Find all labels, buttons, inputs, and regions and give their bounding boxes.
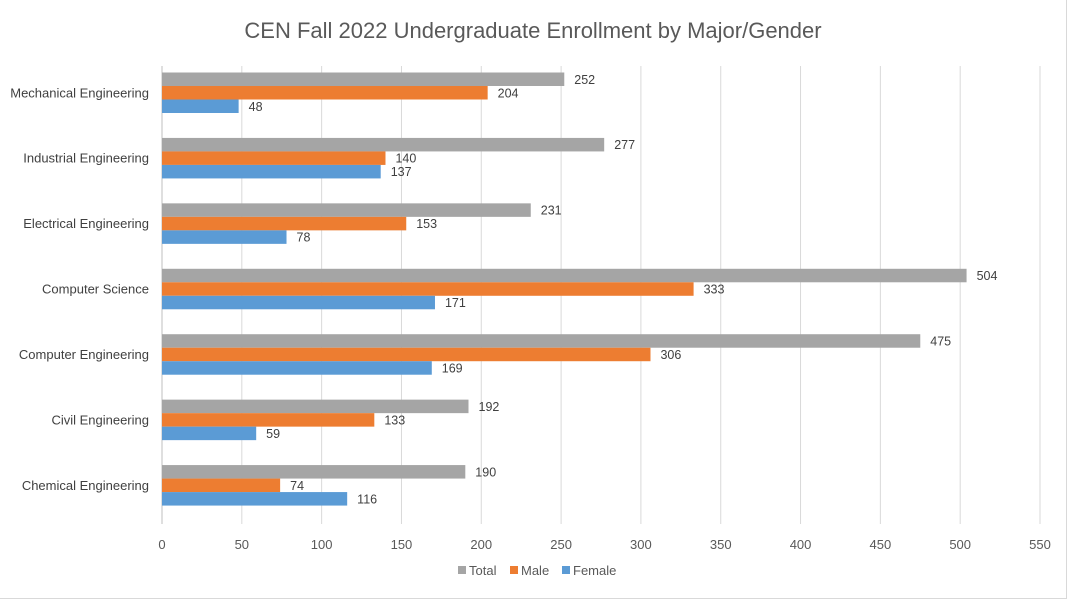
data-label: 48 [249,100,263,114]
category-label: Mechanical Engineering [10,85,149,100]
data-label: 252 [574,73,595,87]
bar-male [162,86,488,100]
bar-total [162,465,466,479]
bar-total [162,203,531,217]
data-label: 153 [416,217,437,231]
legend-label: Total [469,563,497,578]
data-label: 231 [541,204,562,218]
legend: Total Male Female [458,563,616,578]
x-tick-label: 100 [311,537,333,552]
data-label: 504 [977,269,998,283]
bar-total [162,137,605,152]
data-label: 74 [290,479,304,493]
chart-title: CEN Fall 2022 Undergraduate Enrollment b… [244,18,821,43]
data-label: 306 [660,348,681,362]
bar-female [162,230,287,244]
x-tick-label: 400 [790,537,812,552]
x-tick-label: 0 [158,537,165,552]
category-axis-labels: Mechanical Engineering Industrial Enginee… [10,85,149,493]
bar-total [162,399,469,414]
x-tick-label: 550 [1029,537,1051,552]
data-label: 116 [357,492,377,506]
bar-male [162,216,407,231]
bar-total [162,334,921,348]
data-label: 140 [395,152,416,166]
category-label: Computer Science [42,282,149,297]
data-label: 133 [384,413,405,427]
data-label: 204 [498,86,519,100]
data-label: 192 [479,400,500,414]
bar-male [162,478,281,493]
x-tick-label: 300 [630,537,652,552]
category-label: Chemical Engineering [22,478,149,493]
bar-male [162,282,694,296]
category-label: Computer Engineering [19,347,149,362]
data-label: 169 [442,361,463,375]
data-label: 277 [614,138,635,152]
data-label: 59 [266,427,280,441]
data-label: 333 [704,283,725,297]
bar-female [162,492,348,506]
x-tick-label: 50 [235,537,249,552]
category-label: Industrial Engineering [23,151,149,166]
x-tick-label: 500 [949,537,971,552]
legend-swatch-female [562,566,570,574]
bar-female [162,361,432,375]
bar-female [162,295,435,310]
x-tick-label: 200 [470,537,492,552]
bar-male [162,151,386,165]
legend-label: Male [521,563,549,578]
bar-female [162,99,239,113]
data-label: 190 [475,465,496,479]
legend-label: Female [573,563,616,578]
x-tick-label: 250 [550,537,572,552]
data-label: 475 [930,334,951,348]
legend-swatch-male [510,566,518,574]
x-tick-label: 350 [710,537,732,552]
bar-total [162,72,565,86]
category-label: Civil Engineering [51,412,149,427]
bar-male [162,347,651,362]
bars [162,72,967,506]
x-tick-label: 150 [391,537,413,552]
legend-swatch-total [458,566,466,574]
data-label: 137 [391,165,412,179]
bar-total [162,268,967,283]
bar-female [162,426,257,441]
bar-male [162,413,375,427]
data-label: 171 [445,296,466,310]
category-label: Electrical Engineering [23,216,149,231]
bar-female [162,164,381,179]
data-label: 78 [297,231,311,245]
x-tick-label: 450 [870,537,892,552]
value-axis-ticks: 0 50 100 150 200 250 300 350 400 450 500 550 [158,537,1050,552]
